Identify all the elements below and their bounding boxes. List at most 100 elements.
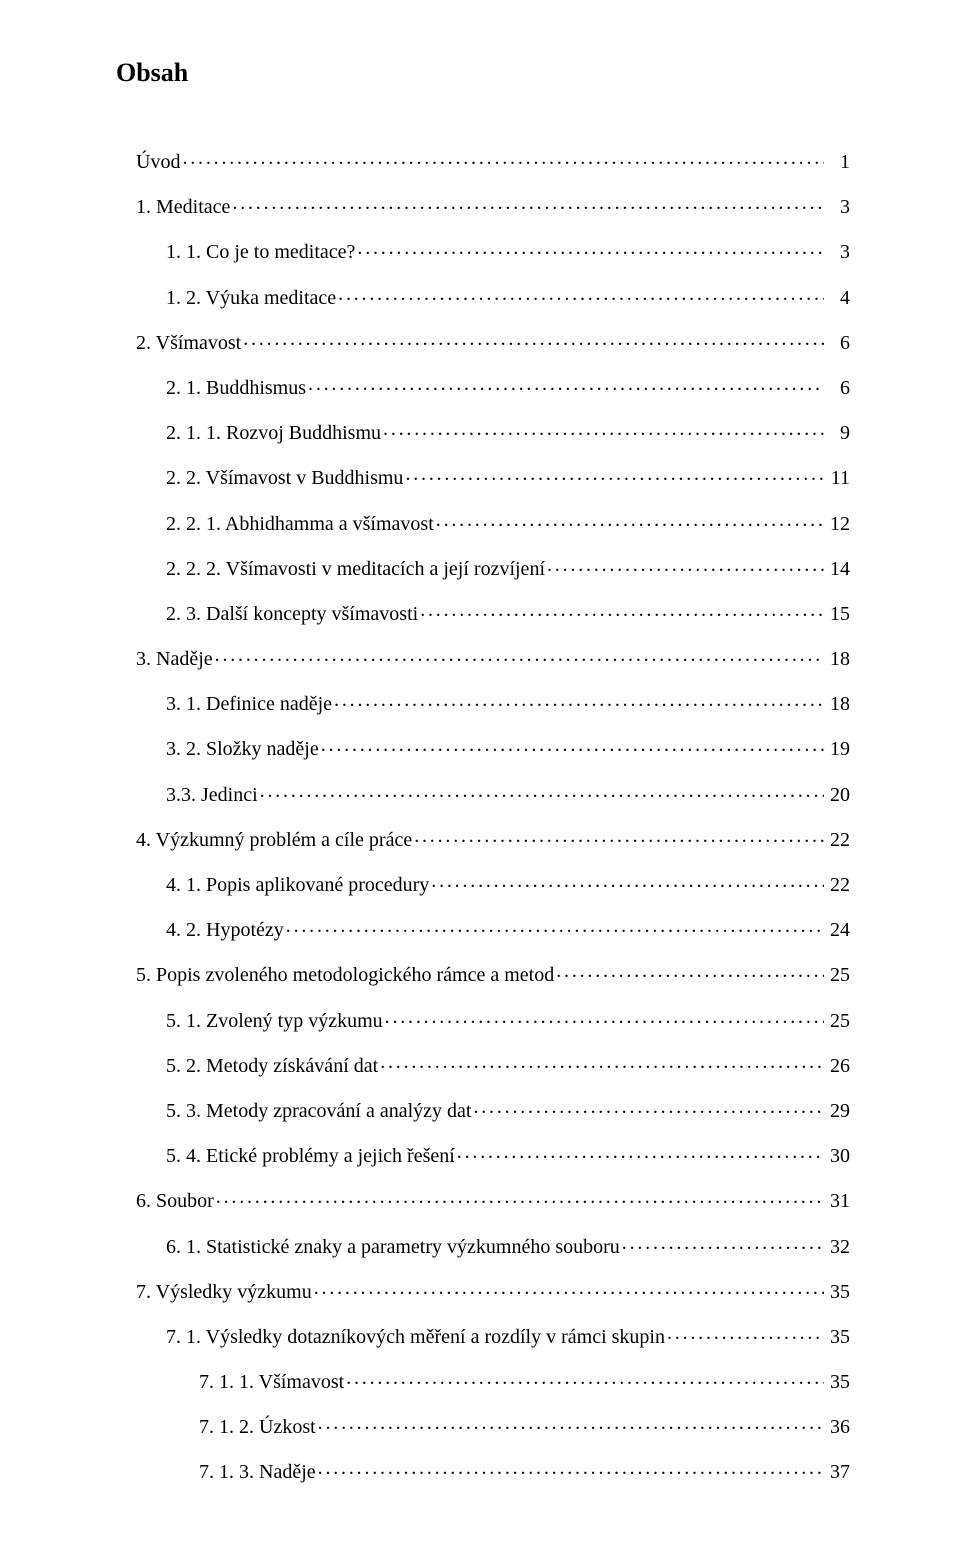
dot-leader [622, 1233, 824, 1253]
toc-entry-label: 7. 1. Výsledky dotazníkových měření a ro… [166, 1327, 665, 1347]
toc-entry-page: 30 [826, 1146, 850, 1166]
toc-entry: 7. 1. 3. Naděje 37 [136, 1458, 850, 1482]
dot-leader [420, 600, 824, 620]
toc-entry-label: 3.3. Jedinci [166, 785, 258, 805]
toc-entry: 2. 2. 1. Abhidhamma a všímavost12 [136, 510, 850, 534]
dot-leader [556, 961, 824, 981]
dot-leader [405, 464, 824, 484]
toc-entry-label: 5. Popis zvoleného metodologického rámce… [136, 965, 554, 985]
dot-leader [667, 1323, 824, 1343]
toc-entry-page: 20 [826, 785, 850, 805]
dot-leader [215, 645, 824, 665]
toc-entry-page: 14 [826, 559, 850, 579]
dot-leader [216, 1187, 824, 1207]
toc-entry-label: 3. 1. Definice naděje [166, 694, 332, 714]
toc-entry-label: 5. 3. Metody zpracování a analýzy dat [166, 1101, 471, 1121]
dot-leader [385, 1007, 824, 1027]
toc-entry-label: 5. 4. Etické problémy a jejich řešení [166, 1146, 455, 1166]
toc-entry: 2. 3. Další koncepty všímavosti15 [136, 600, 850, 624]
toc-entry-page: 25 [826, 1011, 850, 1031]
toc-entry-label: 2. 2. 2. Všímavosti v meditacích a její … [166, 559, 545, 579]
toc-entry-label: 2. 1. Buddhismus [166, 378, 306, 398]
toc-entry-label: 4. 2. Hypotézy [166, 920, 284, 940]
dot-leader [260, 781, 824, 801]
toc-entry-label: 1. 2. Výuka meditace [166, 288, 336, 308]
dot-leader [380, 1052, 824, 1072]
toc-entry-page: 18 [826, 694, 850, 714]
toc-entry-label: 1. 1. Co je to meditace? [166, 242, 355, 262]
toc-entry: 1. 1. Co je to meditace? 3 [136, 238, 850, 262]
dot-leader [457, 1142, 824, 1162]
dot-leader [286, 916, 824, 936]
toc-entry: 5. 4. Etické problémy a jejich řešení 30 [136, 1142, 850, 1166]
toc-entry-page: 18 [826, 649, 850, 669]
toc-entry: 6. 1. Statistické znaky a parametry výzk… [136, 1233, 850, 1257]
toc-entry-label: 4. Výzkumný problém a cíle práce [136, 830, 412, 850]
toc-entry-page: 1 [826, 152, 850, 172]
toc-entry: 4. 2. Hypotézy24 [136, 916, 850, 940]
toc-entry-page: 15 [826, 604, 850, 624]
toc-entry: 3. 1. Definice naděje 18 [136, 690, 850, 714]
toc-entry-label: 3. 2. Složky naděje [166, 739, 319, 759]
dot-leader [314, 1278, 824, 1298]
toc-entry: 2. Všímavost6 [136, 329, 850, 353]
dot-leader [243, 329, 824, 349]
toc-entry-label: Úvod [136, 152, 180, 172]
toc-entry-page: 12 [826, 514, 850, 534]
toc-entry-page: 36 [826, 1417, 850, 1437]
toc-entry: Úvod 1 [136, 148, 850, 172]
toc-entry-label: 2. 2. Všímavost v Buddhismu [166, 468, 403, 488]
toc-entry: 5. 2. Metody získávání dat26 [136, 1052, 850, 1076]
toc-entry: 1. Meditace3 [136, 193, 850, 217]
dot-leader [318, 1413, 824, 1433]
toc-entry-page: 29 [826, 1101, 850, 1121]
toc-entry-label: 3. Naděje [136, 649, 213, 669]
toc-entry: 7. Výsledky výzkumu 35 [136, 1278, 850, 1302]
toc-entry-page: 31 [826, 1191, 850, 1211]
toc-entry-page: 35 [826, 1327, 850, 1347]
dot-leader [473, 1097, 824, 1117]
toc-entry: 1. 2. Výuka meditace 4 [136, 284, 850, 308]
toc-entry: 5. 3. Metody zpracování a analýzy dat 29 [136, 1097, 850, 1121]
toc-entry-page: 37 [826, 1462, 850, 1482]
toc-entry-page: 22 [826, 830, 850, 850]
toc-entry: 2. 2. Všímavost v Buddhismu 11 [136, 464, 850, 488]
toc-entry-label: 4. 1. Popis aplikované procedury [166, 875, 429, 895]
dot-leader [182, 148, 824, 168]
toc-entry: 6. Soubor 31 [136, 1187, 850, 1211]
toc-entry: 7. 1. Výsledky dotazníkových měření a ro… [136, 1323, 850, 1347]
toc-entry: 7. 1. 2. Úzkost 36 [136, 1413, 850, 1437]
dot-leader [308, 374, 824, 394]
toc-entry-page: 25 [826, 965, 850, 985]
toc-entry-page: 11 [826, 468, 850, 488]
toc-list: Úvod11. Meditace31. 1. Co je to meditace… [136, 148, 850, 1482]
toc-entry-label: 6. 1. Statistické znaky a parametry výzk… [166, 1237, 620, 1257]
toc-entry-page: 32 [826, 1237, 850, 1257]
toc-entry-page: 35 [826, 1372, 850, 1392]
toc-entry-label: 6. Soubor [136, 1191, 214, 1211]
toc-entry: 5. 1. Zvolený typ výzkumu25 [136, 1007, 850, 1031]
toc-heading: Obsah [116, 58, 850, 88]
toc-entry-page: 35 [826, 1282, 850, 1302]
dot-leader [436, 510, 824, 530]
toc-entry-label: 1. Meditace [136, 197, 230, 217]
toc-entry-page: 9 [826, 423, 850, 443]
dot-leader [318, 1458, 824, 1478]
toc-entry: 4. Výzkumný problém a cíle práce 22 [136, 826, 850, 850]
toc-entry: 2. 1. Buddhismus6 [136, 374, 850, 398]
toc-entry: 7. 1. 1. Všímavost35 [136, 1368, 850, 1392]
toc-entry-page: 19 [826, 739, 850, 759]
dot-leader [383, 419, 824, 439]
toc-entry-label: 7. 1. 2. Úzkost [199, 1417, 316, 1437]
toc-entry-label: 7. 1. 3. Naděje [199, 1462, 316, 1482]
toc-entry-page: 4 [826, 288, 850, 308]
toc-entry-page: 22 [826, 875, 850, 895]
dot-leader [232, 193, 824, 213]
toc-entry-page: 3 [826, 242, 850, 262]
dot-leader [321, 735, 824, 755]
toc-entry-label: 7. Výsledky výzkumu [136, 1282, 312, 1302]
toc-entry: 5. Popis zvoleného metodologického rámce… [136, 961, 850, 985]
dot-leader [414, 826, 824, 846]
dot-leader [346, 1368, 824, 1388]
toc-entry-page: 6 [826, 333, 850, 353]
